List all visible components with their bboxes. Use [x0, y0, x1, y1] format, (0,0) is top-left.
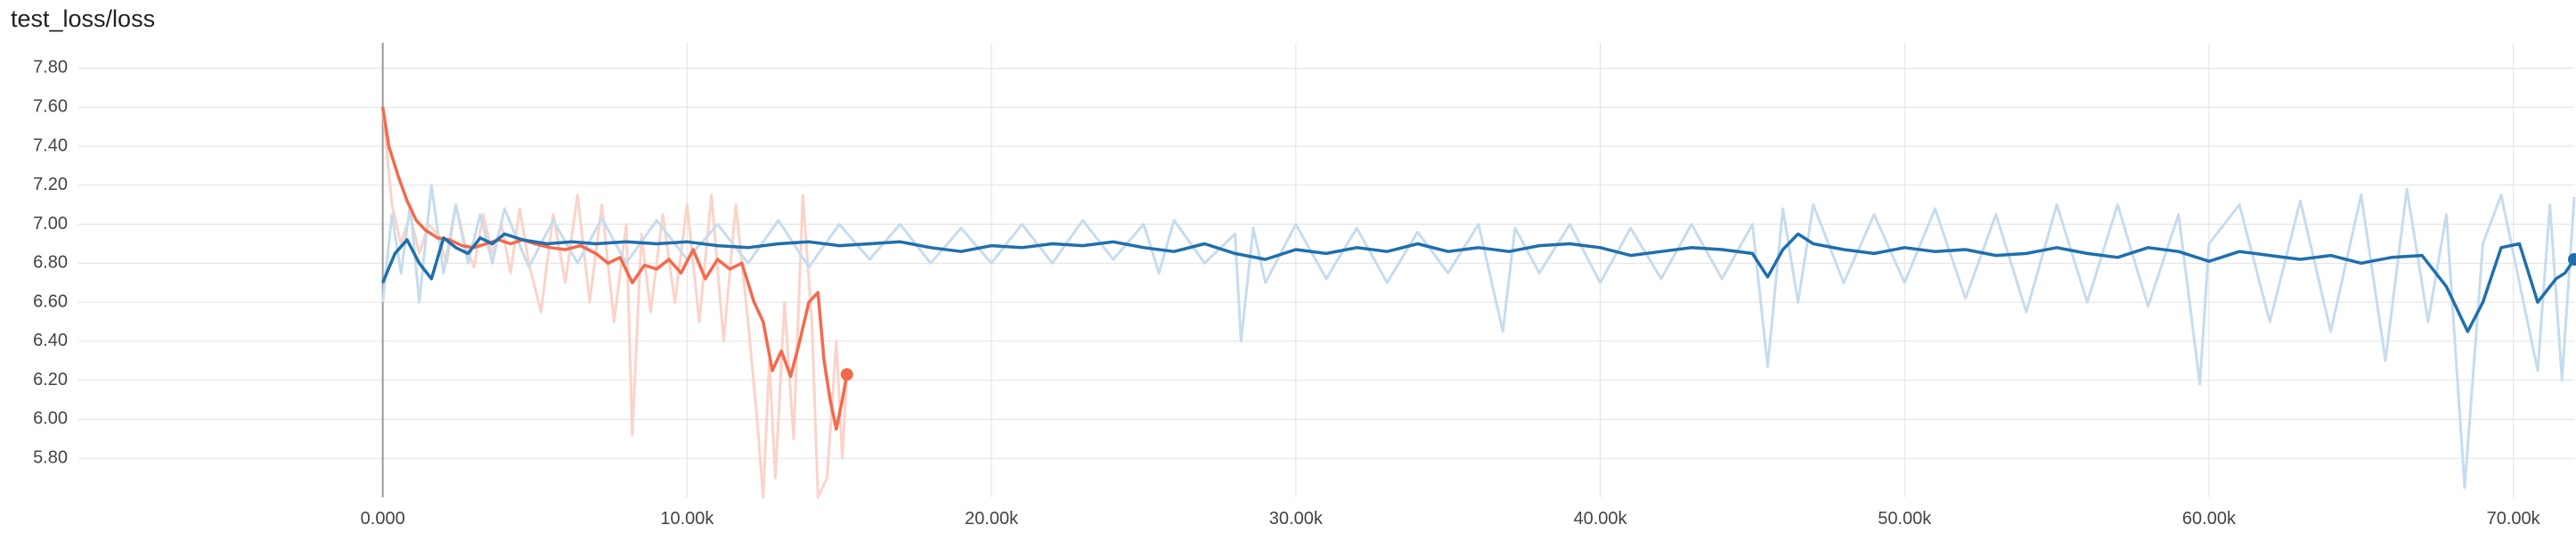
- x-tick-label: 20.00k: [965, 509, 1019, 529]
- x-tick-label: 40.00k: [1574, 509, 1628, 529]
- y-tick-label: 6.80: [33, 253, 68, 273]
- y-tick-label: 6.40: [33, 331, 68, 350]
- y-tick-label: 6.20: [33, 370, 68, 390]
- y-tick-label: 6.00: [33, 409, 68, 429]
- x-tick-label: 70.00k: [2487, 509, 2541, 529]
- y-axis-tick-labels: 5.80 6.00 6.20 6.40 6.60 6.80 7.00 7.20 7.40 7.60…: [33, 58, 68, 468]
- y-tick-label: 7.00: [33, 214, 68, 234]
- run_orange-endpoint-marker: [840, 368, 853, 381]
- y-tick-label: 7.20: [33, 175, 68, 194]
- x-tick-label: 10.00k: [660, 509, 714, 529]
- x-axis-tick-labels: 0.000 10.00k 20.00k 30.00k 40.00k 50.00k 60.00…: [361, 509, 2541, 529]
- x-tick-label: 0.000: [361, 509, 405, 529]
- y-tick-label: 7.80: [33, 58, 68, 78]
- gridlines: [78, 43, 2574, 497]
- series-lines: [380, 106, 2576, 499]
- run_orange-smoothed-line: [380, 106, 849, 431]
- series-endpoint-markers: [840, 252, 2576, 381]
- x-tick-label: 30.00k: [1269, 509, 1324, 529]
- x-tick-label: 50.00k: [1878, 509, 1932, 529]
- run_blue-raw-line: [381, 184, 2576, 489]
- run_blue-endpoint-marker: [2568, 252, 2576, 266]
- y-tick-label: 7.40: [33, 135, 68, 155]
- y-tick-label: 7.60: [33, 97, 68, 117]
- chart-title: test_loss/loss: [11, 5, 156, 32]
- x-tick-label: 60.00k: [2182, 509, 2237, 529]
- run_blue-smoothed-line: [381, 232, 2576, 333]
- y-tick-label: 6.60: [33, 291, 68, 311]
- y-tick-label: 5.80: [33, 448, 68, 468]
